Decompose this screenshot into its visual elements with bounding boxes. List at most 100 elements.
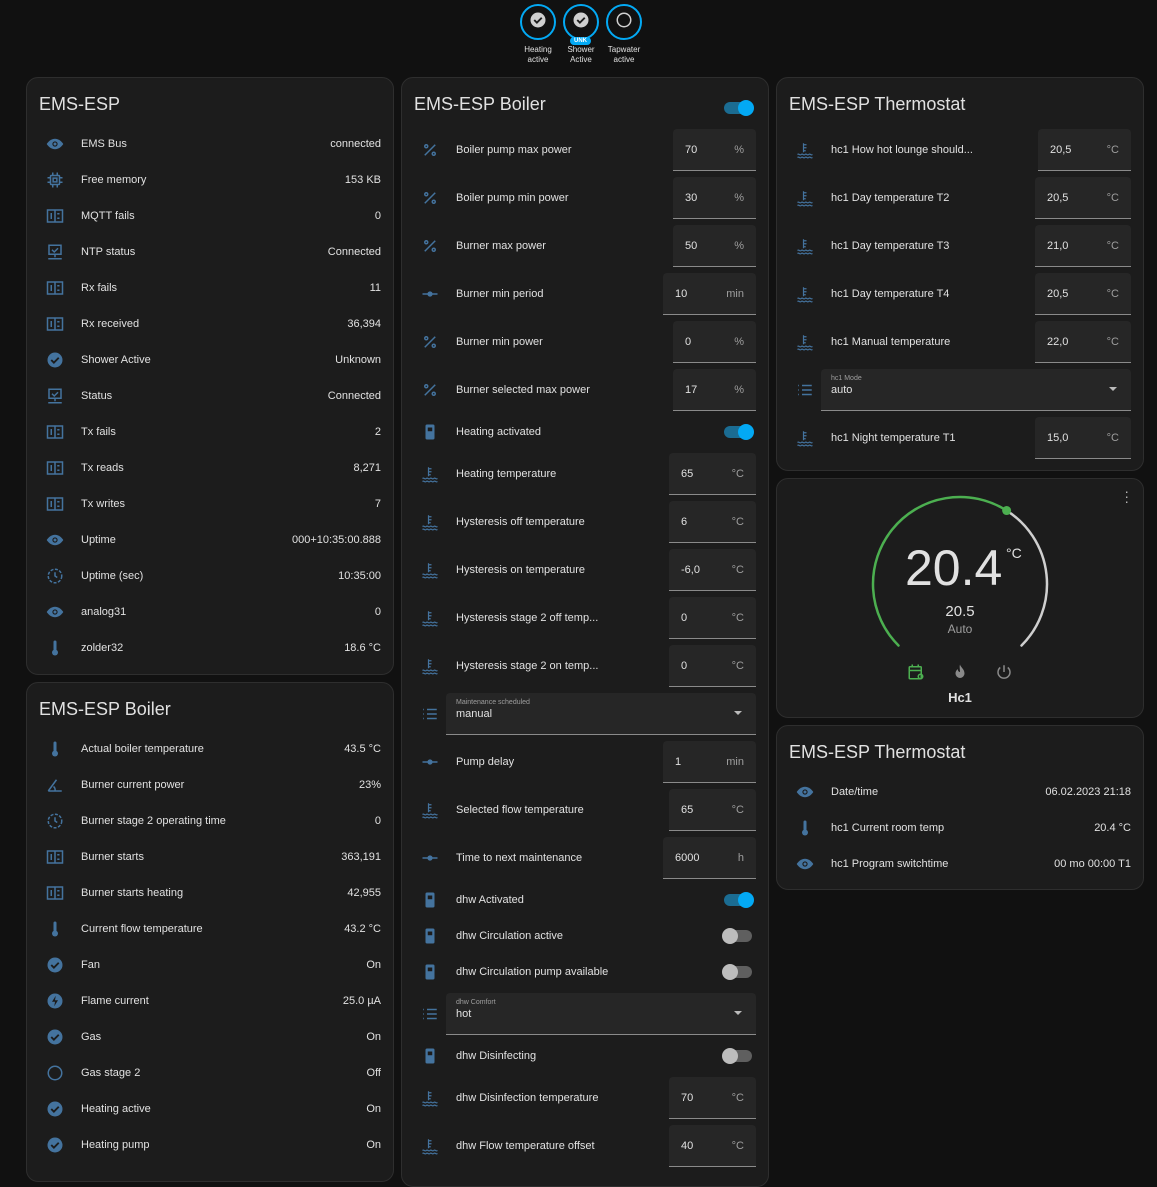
thermostat-dial[interactable] (777, 479, 1144, 718)
entity-value: 363,191 (341, 851, 381, 863)
entity-row[interactable]: Uptime (sec) 10:35:00 (27, 558, 393, 594)
input-value: 20,5 (1047, 191, 1069, 204)
entity-row[interactable]: NTP status Connected (27, 234, 393, 270)
check-circle-icon (572, 11, 590, 34)
entity-row[interactable]: MQTT fails 0 (27, 198, 393, 234)
number-input[interactable]: 0 °C (669, 597, 756, 639)
entity-row[interactable]: Heating pump On (27, 1127, 393, 1163)
entity-row[interactable]: Fan On (27, 947, 393, 983)
entity-row[interactable]: Rx received 36,394 (27, 306, 393, 342)
entity-row[interactable]: Tx writes 7 (27, 486, 393, 522)
input-value: 17 (685, 383, 698, 396)
number-input[interactable]: 0% (673, 321, 756, 363)
target-temperature: 20.5 (945, 603, 975, 620)
entity-value: Connected (327, 390, 381, 402)
entity-row[interactable]: Burner starts 363,191 (27, 839, 393, 875)
eye-icon (43, 600, 67, 624)
entity-row[interactable]: Date/time 06.02.2023 21:18 (777, 774, 1143, 810)
entity-value: 8,271 (353, 462, 381, 474)
select-row: dhw Comfort hot (402, 990, 768, 1038)
entity-row[interactable]: Burner starts heating 42,955 (27, 875, 393, 911)
entity-value: On (366, 1103, 381, 1115)
number-input[interactable]: 6000 h (663, 837, 756, 879)
entity-row[interactable]: Gas stage 2 Off (27, 1055, 393, 1091)
badge-tapwater-active[interactable]: Tapwater active (606, 4, 642, 65)
toggle-switch[interactable] (722, 1048, 752, 1064)
toggle-switch[interactable] (724, 892, 754, 908)
badge-shower-active[interactable]: UNK Shower Active (563, 4, 599, 65)
temperature-unit: °C (1006, 545, 1022, 561)
number-input[interactable]: -6,0 °C (669, 549, 756, 591)
number-input[interactable]: 10 min (663, 273, 756, 315)
number-input[interactable]: 22,0 °C (1035, 321, 1131, 363)
water-thermometer-icon (418, 1086, 442, 1110)
entity-row[interactable]: Actual boiler temperature 43.5 °C (27, 731, 393, 767)
number-input[interactable]: 50% (673, 225, 756, 267)
more-options-icon[interactable]: · · · (1124, 483, 1129, 509)
entity-row[interactable]: Flame current 25.0 µA (27, 983, 393, 1019)
entity-row[interactable]: analog31 0 (27, 594, 393, 630)
fire-icon[interactable] (951, 663, 969, 686)
entity-value: 11 (369, 282, 381, 294)
number-row: hc1 Night temperature T1 15,0 °C (777, 414, 1143, 462)
entity-row[interactable]: Gas On (27, 1019, 393, 1055)
entity-row[interactable]: Status Connected (27, 378, 393, 414)
power-icon[interactable] (995, 663, 1013, 686)
number-input[interactable]: 40 °C (669, 1125, 756, 1167)
entity-row[interactable]: Shower Active Unknown (27, 342, 393, 378)
number-input[interactable]: 6 °C (669, 501, 756, 543)
toggle-switch[interactable] (722, 928, 752, 944)
ems-esp-thermostat-controls-card: EMS-ESP Thermostat hc1 How hot lounge sh… (776, 77, 1144, 471)
number-input[interactable]: 1 min (663, 741, 756, 783)
entity-value: 0 (374, 210, 381, 222)
entity-row[interactable]: zolder32 18.6 °C (27, 630, 393, 666)
input-unit: % (734, 191, 744, 204)
toggle-switch[interactable] (724, 424, 754, 440)
badge-heating-active[interactable]: Heating active (520, 4, 556, 65)
entity-name: Burner min power (456, 336, 543, 348)
number-input[interactable]: 20,5 °C (1038, 129, 1131, 171)
target-handle[interactable] (1002, 506, 1012, 516)
number-input[interactable]: 30% (673, 177, 756, 219)
entity-name: Uptime (81, 534, 116, 546)
select-dropdown[interactable]: dhw Comfort hot (446, 993, 756, 1035)
counter-icon (43, 312, 67, 336)
entity-value: 42,955 (347, 887, 381, 899)
number-input[interactable]: 70% (673, 129, 756, 171)
toggle-row: dhw Disinfecting (402, 1038, 768, 1074)
entity-name: dhw Disinfection temperature (456, 1092, 599, 1104)
number-input[interactable]: 65 °C (669, 789, 756, 831)
entity-row[interactable]: Tx reads 8,271 (27, 450, 393, 486)
entity-name: dhw Activated (456, 894, 524, 906)
header-toggle[interactable] (724, 100, 754, 116)
calendar-sync-icon[interactable] (907, 663, 925, 686)
entity-row[interactable]: Uptime 000+10:35:00.888 (27, 522, 393, 558)
toggle-row: Heating activated (402, 414, 768, 450)
number-input[interactable]: 20,5 °C (1035, 177, 1131, 219)
number-input[interactable]: 0 °C (669, 645, 756, 687)
select-dropdown[interactable]: Maintenance scheduled manual (446, 693, 756, 735)
entity-row[interactable]: Heating active On (27, 1091, 393, 1127)
ems-esp-boiler-controls-card: EMS-ESP Boiler Boiler pump max power 70%… (401, 77, 769, 1187)
entity-row[interactable]: EMS Bus connected (27, 126, 393, 162)
number-input[interactable]: 65 °C (669, 453, 756, 495)
entity-row[interactable]: Free memory 153 KB (27, 162, 393, 198)
toggle-row: dhw Circulation active (402, 918, 768, 954)
entity-name: Time to next maintenance (456, 852, 583, 864)
number-input[interactable]: 15,0 °C (1035, 417, 1131, 459)
number-input[interactable]: 21,0 °C (1035, 225, 1131, 267)
entity-row[interactable]: Burner current power 23% (27, 767, 393, 803)
entity-row[interactable]: Current flow temperature 43.2 °C (27, 911, 393, 947)
entity-row[interactable]: Rx fails 11 (27, 270, 393, 306)
entity-row[interactable]: Burner stage 2 operating time 0 (27, 803, 393, 839)
number-input[interactable]: 17% (673, 369, 756, 411)
toggle-switch[interactable] (722, 964, 752, 980)
number-input[interactable]: 20,5 °C (1035, 273, 1131, 315)
entity-row[interactable]: hc1 Program switchtime 00 mo 00:00 T1 (777, 846, 1143, 882)
water-thermometer-icon (418, 654, 442, 678)
entity-row[interactable]: hc1 Current room temp 20.4 °C (777, 810, 1143, 846)
select-dropdown[interactable]: hc1 Mode auto (821, 369, 1131, 411)
number-row: Burner selected max power 17% (402, 366, 768, 414)
entity-row[interactable]: Tx fails 2 (27, 414, 393, 450)
number-input[interactable]: 70 °C (669, 1077, 756, 1119)
